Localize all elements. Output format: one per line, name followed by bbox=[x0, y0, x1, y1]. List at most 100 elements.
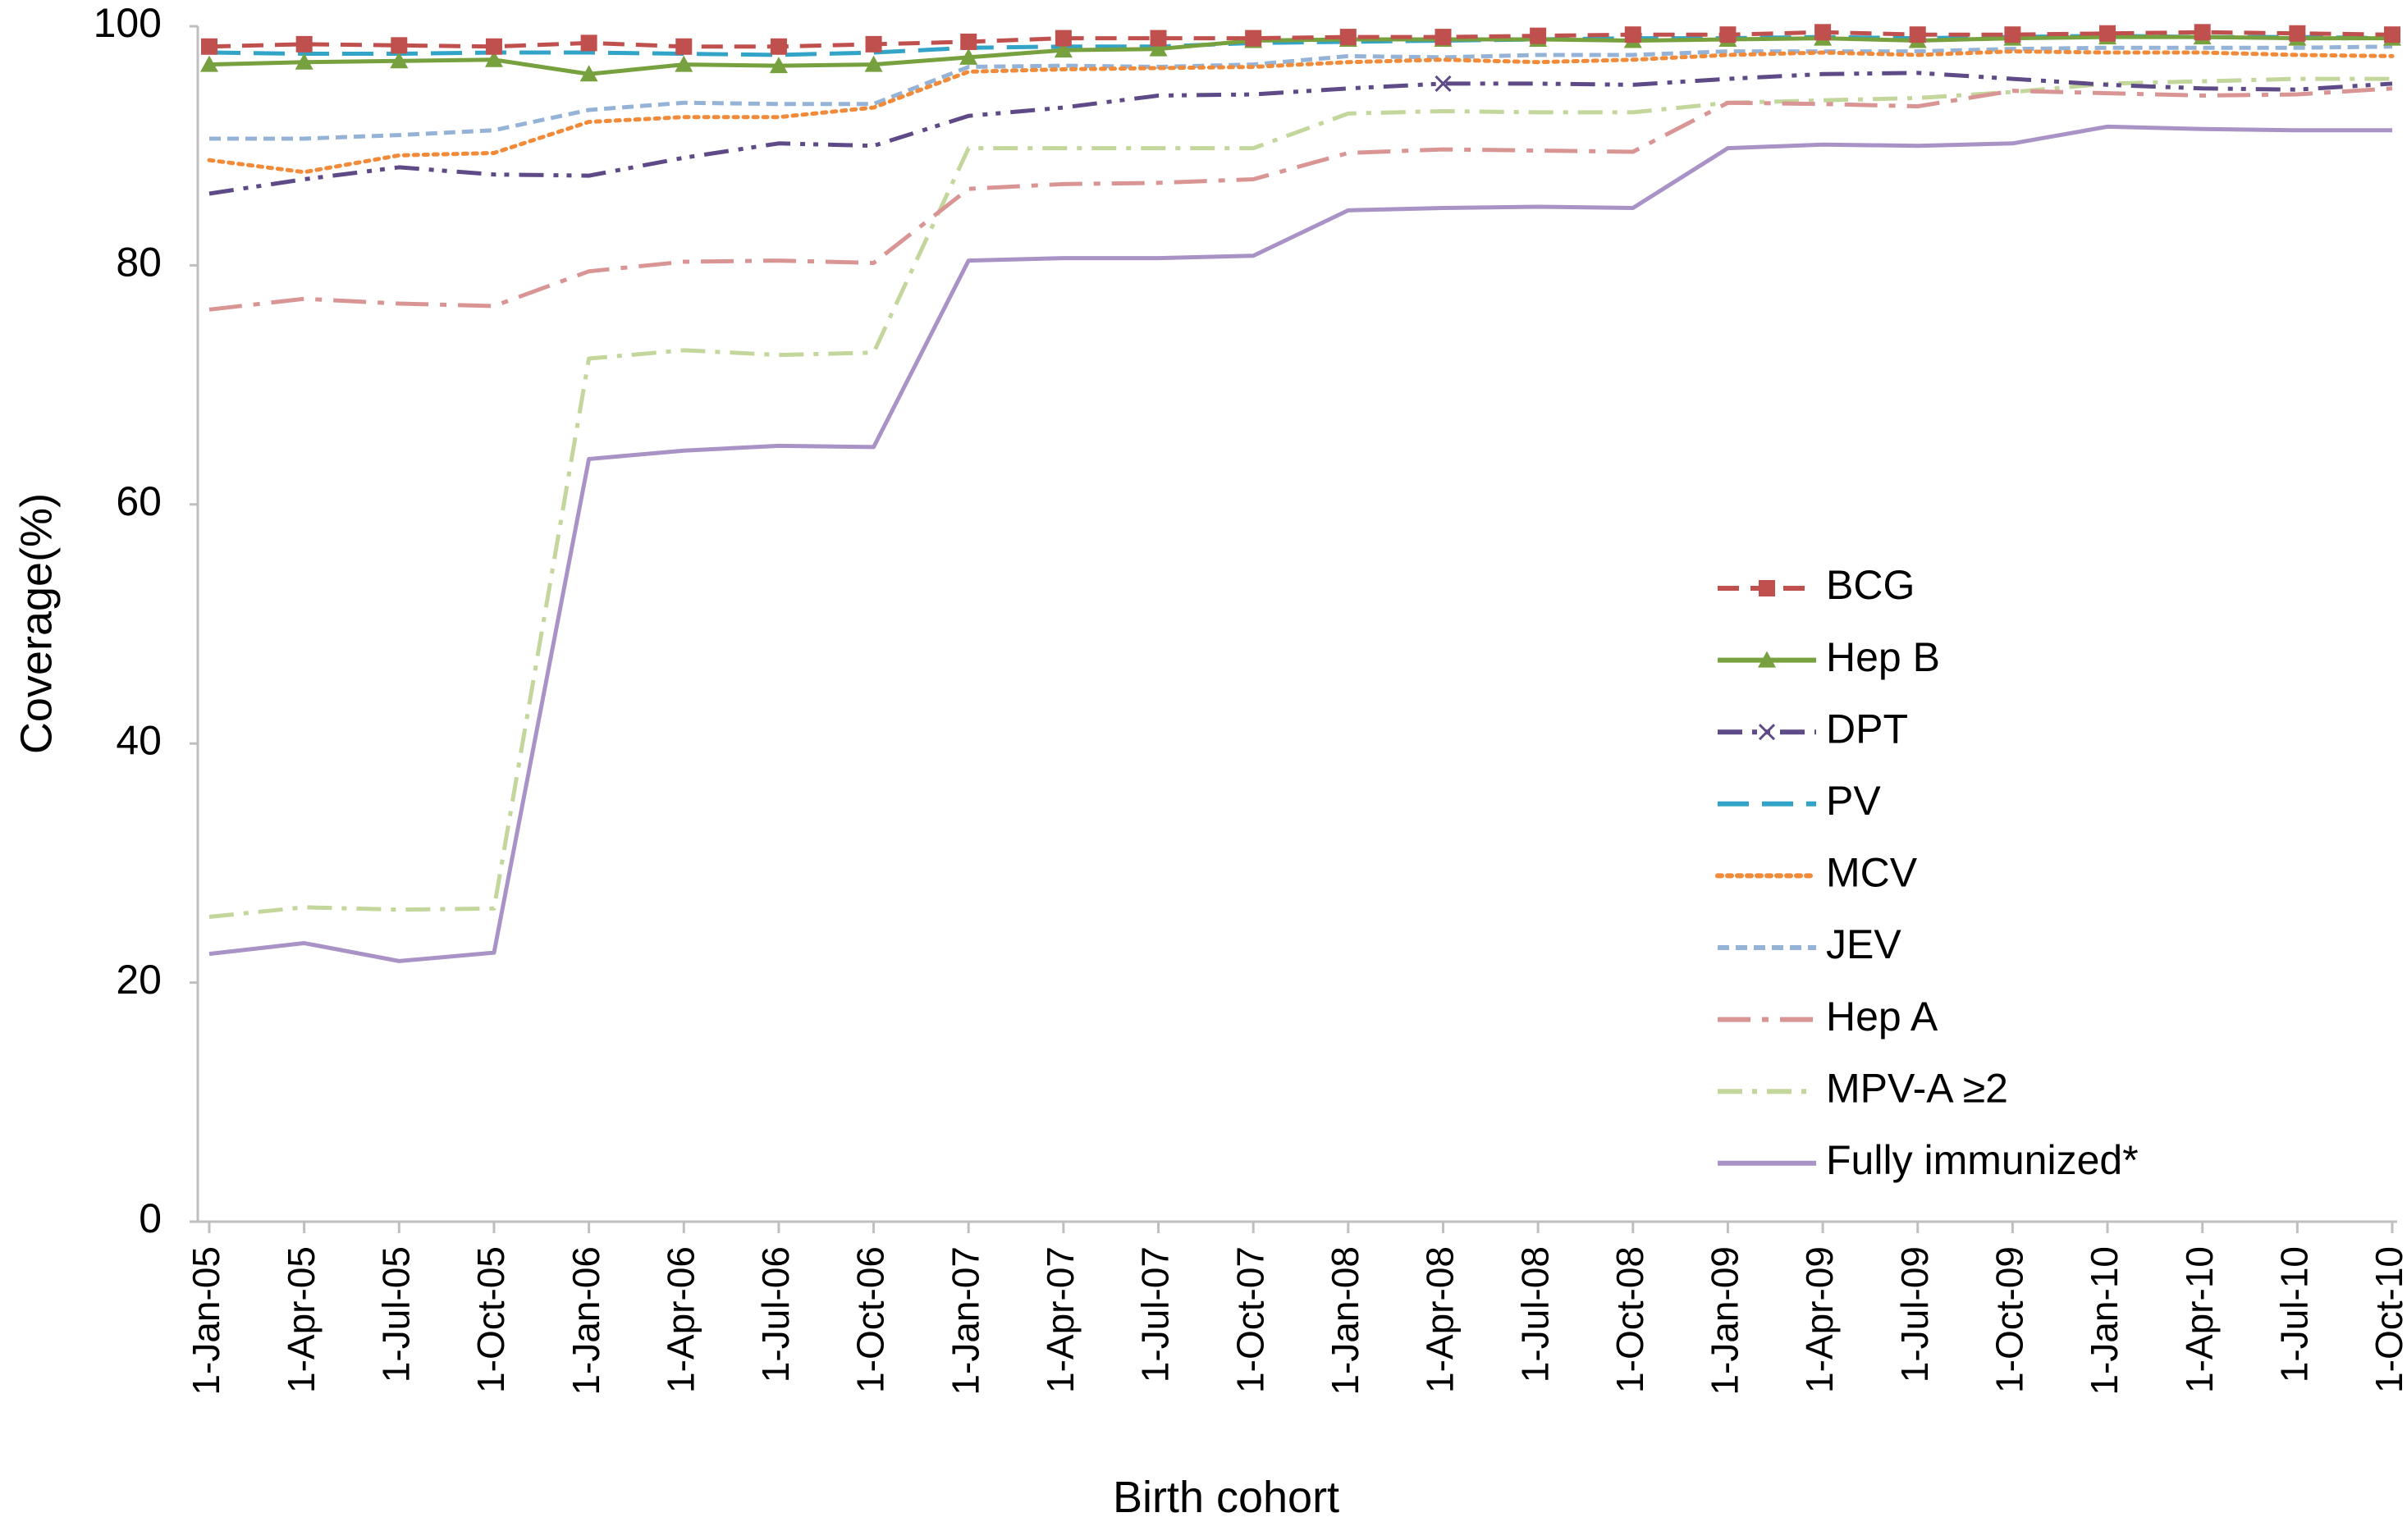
x-tick-label: 1-Jan-09 bbox=[1704, 1246, 1746, 1396]
series-line bbox=[208, 71, 2393, 196]
x-tick-label: 1-Oct-09 bbox=[1988, 1246, 2031, 1393]
data-point-marker bbox=[1758, 651, 1776, 668]
data-point-marker bbox=[391, 37, 408, 54]
x-tick-label: 1-Oct-08 bbox=[1608, 1246, 1651, 1393]
x-tick-label: 1-Jan-10 bbox=[2083, 1246, 2126, 1396]
x-tick-label: 1-Jul-09 bbox=[1893, 1246, 1936, 1382]
data-point-marker bbox=[675, 55, 693, 72]
data-point-marker bbox=[1435, 75, 1452, 92]
data-point-marker bbox=[390, 52, 409, 69]
series-line bbox=[208, 34, 2392, 76]
x-tick-label: 1-Apr-09 bbox=[1798, 1246, 1841, 1393]
x-tick-label: 1-Jul-10 bbox=[2273, 1246, 2316, 1382]
data-point-marker bbox=[2004, 26, 2021, 43]
x-tick-label: 1-Jan-08 bbox=[1324, 1246, 1366, 1396]
series-dpt bbox=[208, 71, 2393, 196]
legend-item-pv: PV bbox=[1718, 778, 1881, 824]
data-point-marker bbox=[295, 53, 313, 70]
data-point-marker bbox=[201, 38, 217, 55]
data-point-marker bbox=[2289, 25, 2306, 42]
data-point-marker bbox=[769, 57, 788, 74]
x-tick-label: 1-Apr-06 bbox=[659, 1246, 702, 1393]
data-point-marker bbox=[1435, 29, 1452, 46]
data-point-marker bbox=[1245, 30, 1262, 47]
legend-label: JEV bbox=[1826, 921, 1901, 967]
data-point-marker bbox=[960, 33, 977, 50]
x-tick-label: 1-Apr-07 bbox=[1039, 1246, 1082, 1393]
data-point-marker bbox=[1758, 724, 1776, 741]
series-line bbox=[207, 49, 2395, 175]
series-line bbox=[209, 44, 2393, 141]
data-point-marker bbox=[1909, 26, 1926, 43]
x-tick-label: 1-Jan-07 bbox=[944, 1246, 986, 1396]
data-point-marker bbox=[770, 38, 787, 55]
series-mpv-a-2 bbox=[208, 76, 2392, 919]
y-tick-label: 80 bbox=[116, 240, 162, 286]
series-bcg bbox=[201, 24, 2400, 55]
data-point-marker bbox=[580, 34, 597, 52]
data-point-marker bbox=[200, 55, 218, 72]
legend-item-hep-b: Hep B bbox=[1718, 634, 1940, 680]
legend-label: Hep B bbox=[1826, 634, 1940, 680]
data-point-marker bbox=[295, 35, 313, 53]
x-tick-label: 1-Apr-10 bbox=[2178, 1246, 2221, 1393]
legend-item-bcg: BCG bbox=[1718, 562, 1915, 608]
data-point-marker bbox=[865, 35, 882, 53]
data-point-marker bbox=[1150, 30, 1167, 47]
data-point-marker bbox=[1149, 39, 1168, 57]
x-tick-label: 1-Oct-05 bbox=[469, 1246, 512, 1393]
x-tick-label: 1-Apr-05 bbox=[280, 1246, 323, 1393]
x-tick-label: 1-Oct-07 bbox=[1229, 1246, 1271, 1393]
legend-label: PV bbox=[1826, 778, 1881, 824]
series-hep-a bbox=[208, 86, 2393, 312]
legend-item-mcv: MCV bbox=[1715, 850, 1918, 896]
data-point-marker bbox=[959, 48, 978, 65]
legend-label: DPT bbox=[1826, 706, 1908, 752]
x-tick-label: 1-Oct-06 bbox=[849, 1246, 892, 1393]
data-point-marker bbox=[1054, 41, 1073, 58]
legend-item-hep-a: Hep A bbox=[1718, 994, 1938, 1040]
data-point-marker bbox=[2384, 26, 2400, 43]
y-axis-title: Coverage(%) bbox=[11, 493, 61, 754]
y-tick-label: 0 bbox=[139, 1195, 162, 1241]
series-mcv bbox=[207, 49, 2395, 175]
legend-item-fully-immunized: Fully immunized* bbox=[1718, 1137, 2139, 1183]
series-line bbox=[208, 86, 2393, 312]
data-point-marker bbox=[1530, 27, 1547, 44]
series-line bbox=[208, 76, 2392, 919]
x-tick-label: 1-Jan-06 bbox=[565, 1246, 607, 1396]
x-axis-title: Birth cohort bbox=[1113, 1473, 1339, 1522]
x-tick-label: 1-Oct-10 bbox=[2368, 1246, 2407, 1393]
x-tick-label: 1-Apr-08 bbox=[1419, 1246, 1462, 1393]
data-point-marker bbox=[1719, 26, 1737, 43]
series-jev bbox=[209, 44, 2393, 141]
x-tick-label: 1-Jul-07 bbox=[1134, 1246, 1177, 1382]
y-tick-label: 60 bbox=[116, 478, 162, 524]
data-point-marker bbox=[1055, 30, 1072, 47]
series-line bbox=[208, 30, 2393, 49]
series-line bbox=[208, 124, 2392, 963]
legend-item-mpv-a-2: MPV-A ≥2 bbox=[1718, 1065, 2008, 1111]
y-tick-label: 20 bbox=[116, 957, 162, 1003]
data-point-marker bbox=[1759, 580, 1775, 596]
legend: BCG Hep B DPT PV MCV JEV Hep A MPV-A ≥2 Fully im… bbox=[1715, 562, 2139, 1183]
legend-label: Hep A bbox=[1826, 994, 1938, 1040]
x-tick-label: 1-Jan-05 bbox=[185, 1246, 227, 1396]
legend-label: MCV bbox=[1826, 850, 1918, 896]
data-point-marker bbox=[2099, 25, 2116, 42]
series-fully-immunized bbox=[208, 124, 2392, 963]
x-tick-label: 1-Jul-06 bbox=[754, 1246, 797, 1382]
data-point-marker bbox=[864, 55, 883, 72]
y-tick-label: 100 bbox=[94, 0, 162, 46]
data-point-marker bbox=[1624, 26, 1641, 43]
data-point-marker bbox=[1814, 24, 1832, 41]
legend-label: MPV-A ≥2 bbox=[1826, 1065, 2008, 1111]
x-tick-label: 1-Jul-08 bbox=[1513, 1246, 1556, 1382]
legend-item-dpt: DPT bbox=[1718, 706, 1908, 752]
data-point-marker bbox=[485, 38, 502, 55]
data-point-marker bbox=[579, 65, 598, 82]
data-point-marker bbox=[1339, 29, 1357, 46]
legend-item-jev: JEV bbox=[1718, 921, 1901, 967]
